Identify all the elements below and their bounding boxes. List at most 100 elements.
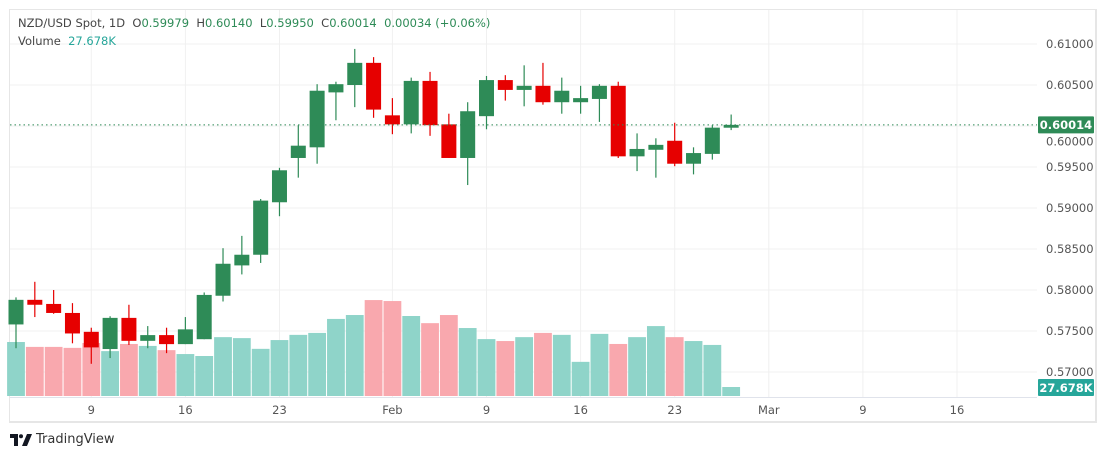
change-value: 0.00034 (+0.06%): [384, 16, 491, 30]
volume-bar-jan-21: [232, 338, 251, 396]
volume-bar-feb-24: [684, 341, 703, 396]
tradingview-logo[interactable]: TradingView: [10, 432, 115, 447]
volume-label[interactable]: Volume: [18, 34, 61, 48]
candle-body: [83, 331, 99, 348]
price-tick-label: 0.59500: [1046, 160, 1094, 174]
candle-feb-11[interactable]: [516, 65, 532, 107]
candle-jan-26[interactable]: [290, 125, 306, 178]
candle-jan-9[interactable]: [83, 327, 99, 364]
candle-feb-23[interactable]: [667, 122, 683, 167]
candle-feb-12[interactable]: [535, 62, 551, 105]
candle-body: [215, 263, 231, 296]
candle-body: [366, 62, 382, 110]
candle-feb-10[interactable]: [497, 75, 513, 101]
price-tick-label: 0.60500: [1046, 78, 1094, 92]
low-label: L: [259, 16, 267, 30]
candle-jan-6[interactable]: [27, 281, 43, 318]
time-tick-label: 23: [667, 403, 682, 417]
candle-jan-19[interactable]: [196, 292, 212, 340]
candle-body: [516, 85, 532, 90]
volume-legend: Volume 27.678K: [18, 34, 116, 48]
candle-jan-13[interactable]: [121, 304, 137, 345]
candle-feb-6[interactable]: [460, 102, 476, 186]
volume-bar-jan-26: [289, 334, 308, 396]
candle-body: [723, 124, 739, 128]
volume-bar-feb-5: [439, 315, 458, 396]
symbol-title[interactable]: NZD/USD Spot, 1D: [18, 16, 126, 30]
volume-bar-jan-13: [120, 343, 138, 396]
candle-feb-26[interactable]: [723, 114, 739, 131]
tradingview-brand: TradingView: [36, 432, 115, 447]
candle-jan-8[interactable]: [64, 303, 80, 344]
candle-jan-27[interactable]: [309, 84, 325, 164]
volume-bar-jan-14: [138, 345, 157, 396]
time-tick-label: 9: [859, 403, 866, 417]
candle-jan-14[interactable]: [140, 326, 156, 349]
candle-jan-21[interactable]: [234, 235, 250, 275]
candle-jan-12[interactable]: [102, 316, 118, 359]
candle-feb-3[interactable]: [403, 77, 419, 134]
volume-bar-jan-16: [176, 354, 195, 396]
candle-feb-2[interactable]: [384, 98, 400, 135]
candle-feb-20[interactable]: [648, 138, 664, 178]
last-price-label: 0.60014: [1040, 118, 1092, 132]
candle-body: [403, 80, 419, 125]
volume-bar-jan-9: [82, 342, 101, 396]
volume-bar-feb-13: [552, 334, 571, 396]
volume-bar-feb-9: [477, 339, 496, 396]
price-tick-label: 0.58000: [1046, 283, 1094, 297]
candle-feb-5[interactable]: [441, 113, 457, 158]
price-tick-label: 0.59000: [1046, 201, 1094, 215]
candle-body: [479, 80, 494, 117]
volume-bar-feb-19: [628, 337, 646, 396]
candle-feb-25[interactable]: [704, 125, 720, 160]
candle-body: [384, 115, 400, 125]
volume-bar-jan-27: [308, 332, 327, 396]
candle-jan-28[interactable]: [328, 81, 344, 121]
candle-feb-17[interactable]: [591, 84, 607, 122]
candle-feb-16[interactable]: [573, 85, 589, 114]
candle-body: [27, 299, 43, 305]
candle-body: [290, 145, 306, 158]
candle-body: [610, 85, 626, 157]
candle-jan-22[interactable]: [253, 198, 269, 263]
candle-feb-13[interactable]: [554, 77, 570, 114]
candle-jan-15[interactable]: [159, 327, 175, 354]
candle-body: [121, 317, 137, 341]
candle-body: [629, 148, 645, 157]
candles: [8, 48, 739, 364]
candle-jan-29[interactable]: [347, 48, 363, 108]
candle-feb-4[interactable]: [422, 71, 438, 136]
time-tick-label: 23: [272, 403, 287, 417]
candle-feb-24[interactable]: [686, 147, 702, 175]
candle-jan-20[interactable]: [215, 248, 231, 302]
candle-jan-16[interactable]: [177, 317, 193, 345]
volume-bars: [7, 300, 741, 396]
volume-bar-jan-5: [7, 342, 25, 396]
candle-feb-9[interactable]: [479, 75, 494, 130]
time-tick-label: 16: [573, 403, 588, 417]
candle-body: [196, 294, 212, 340]
volume-bar-jan-6: [25, 346, 44, 396]
high-label: H: [196, 16, 205, 30]
price-tick-label: 0.57500: [1046, 324, 1094, 338]
candle-jan-23[interactable]: [271, 167, 287, 217]
candle-body: [554, 90, 570, 103]
candle-body: [422, 80, 438, 126]
candle-body: [159, 335, 175, 345]
candle-jan-30[interactable]: [366, 57, 382, 118]
volume-bar-jan-30: [364, 300, 383, 396]
candle-jan-5[interactable]: [8, 297, 24, 349]
price-tick-label: 0.57000: [1046, 365, 1094, 379]
volume-bar-feb-16: [571, 361, 590, 396]
volume-bar-feb-11: [515, 337, 534, 396]
candle-body: [234, 254, 250, 266]
candle-feb-18[interactable]: [610, 81, 626, 158]
volume-bar-feb-2: [383, 301, 402, 396]
candle-body: [309, 90, 325, 148]
candle-body: [140, 335, 156, 341]
volume-bar-jan-20: [214, 337, 232, 396]
candle-feb-19[interactable]: [629, 133, 645, 172]
candle-jan-7[interactable]: [46, 290, 62, 314]
